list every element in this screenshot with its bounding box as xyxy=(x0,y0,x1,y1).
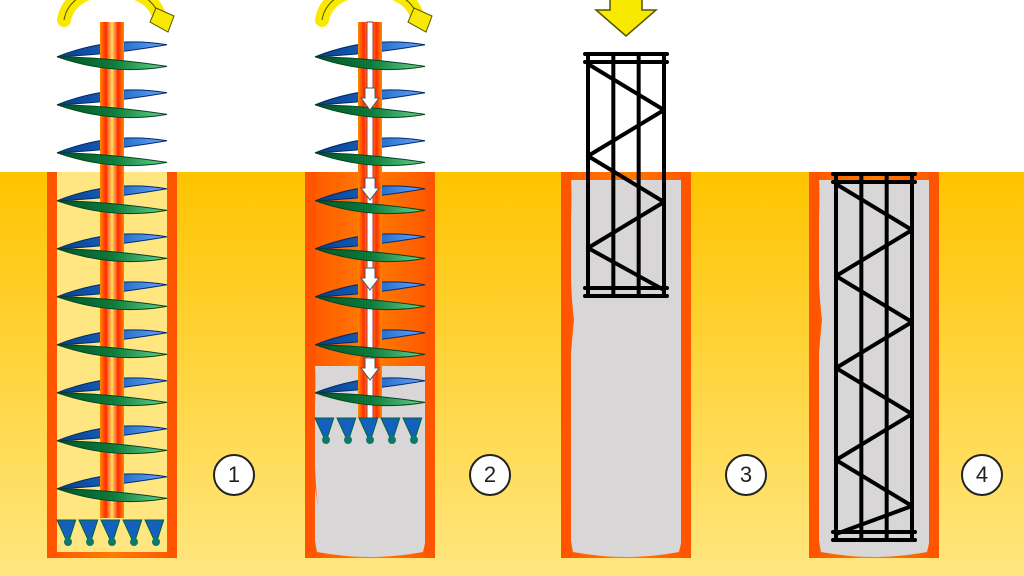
diagram-svg xyxy=(0,0,1024,576)
diagram-stage: 1 2 3 4 xyxy=(0,0,1024,576)
step-label-4: 4 xyxy=(961,454,1003,496)
step-label-3: 3 xyxy=(725,454,767,496)
step-number: 2 xyxy=(484,462,496,488)
step-number: 3 xyxy=(740,462,752,488)
step-number: 4 xyxy=(976,462,988,488)
step-label-1: 1 xyxy=(213,454,255,496)
step-number: 1 xyxy=(228,462,240,488)
step-label-2: 2 xyxy=(469,454,511,496)
